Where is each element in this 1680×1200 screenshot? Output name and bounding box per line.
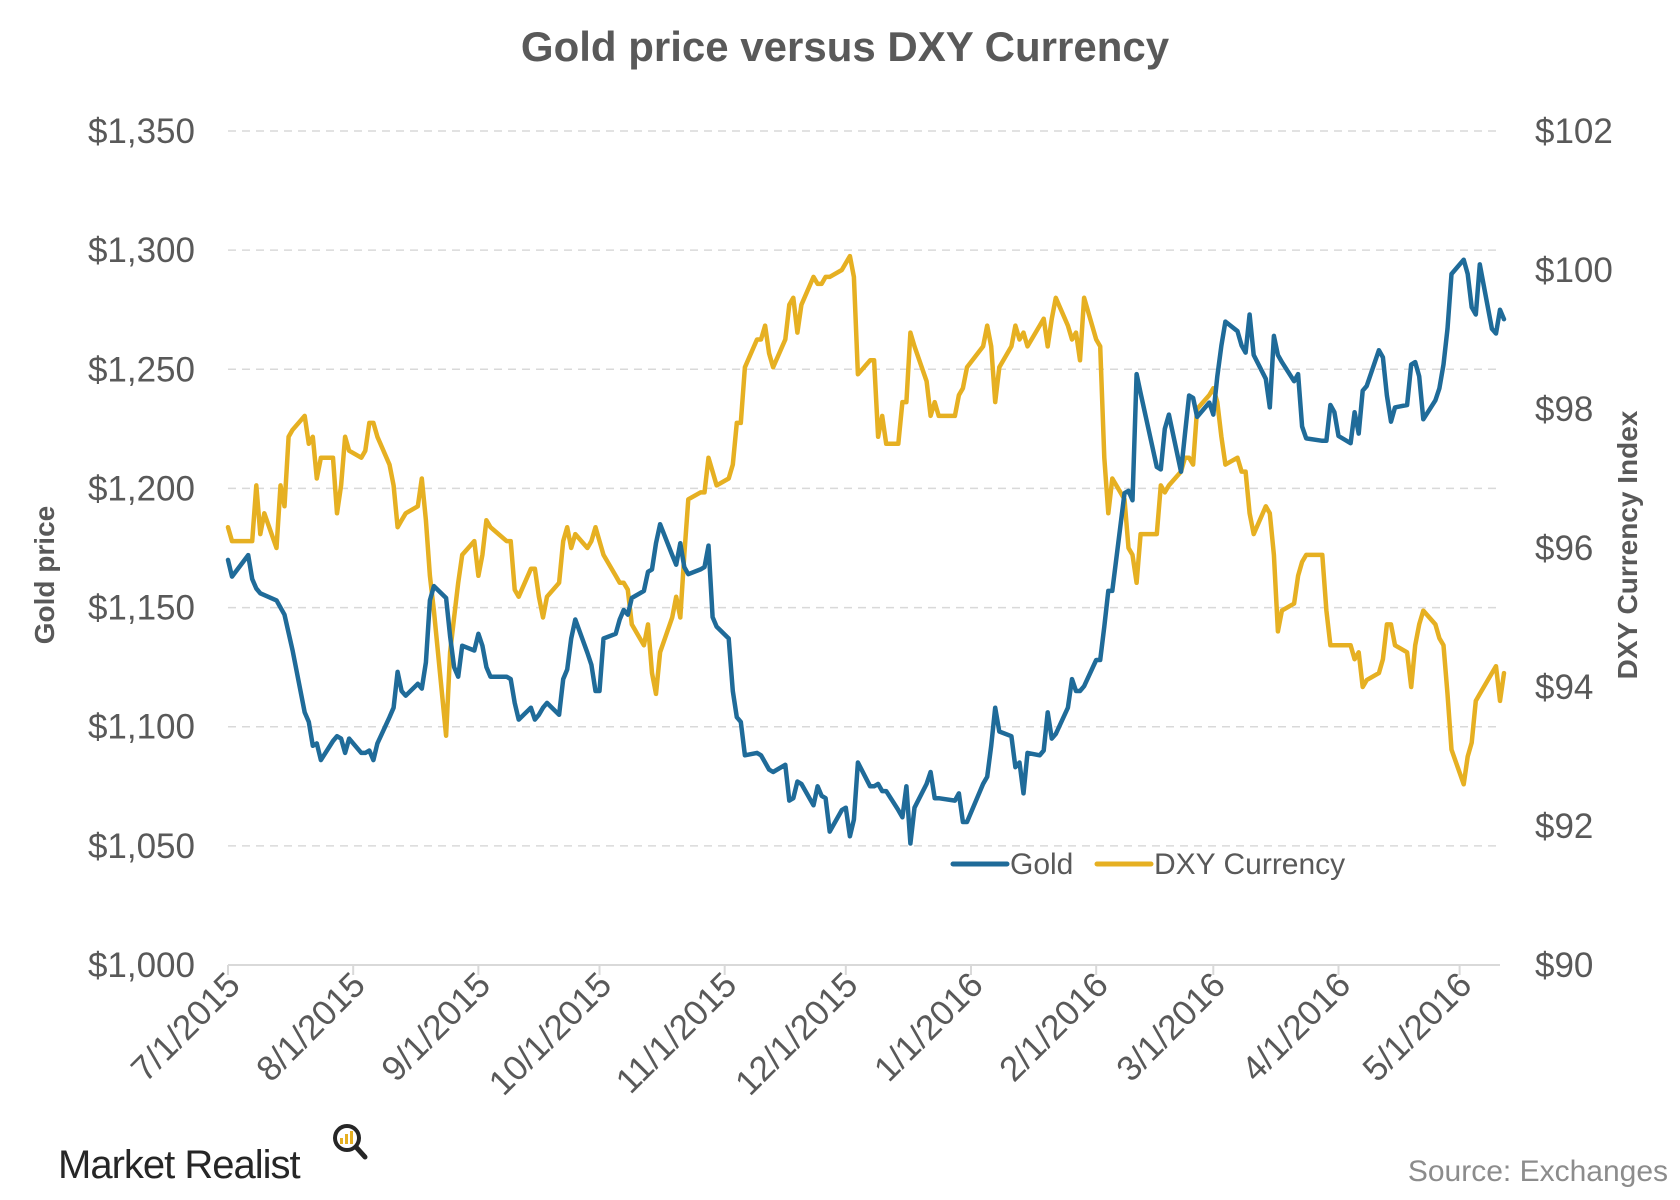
series-lines xyxy=(225,253,1507,846)
magnifier-icon xyxy=(333,1124,368,1160)
x-tick-label: 12/1/2015 xyxy=(728,965,866,1103)
logo-text: Market Realist xyxy=(58,1143,301,1187)
y-tick-label: $1,100 xyxy=(88,708,195,747)
x-tick-label: 3/1/2016 xyxy=(1109,965,1233,1089)
y-tick-label: $1,050 xyxy=(88,827,195,866)
x-tick-label: 9/1/2015 xyxy=(374,965,498,1089)
y-tick-label: $1,250 xyxy=(88,350,195,389)
y2-tick-label: $102 xyxy=(1535,112,1613,151)
right-y-axis-ticks: $90 $92 $94 $96 $98 $100 $102 xyxy=(1535,112,1613,985)
y-tick-label: $1,000 xyxy=(88,946,195,985)
y2-tick-label: $90 xyxy=(1535,946,1593,985)
x-tick-label: 1/1/2016 xyxy=(867,965,991,1089)
x-axis-ticks: 7/1/2015 8/1/2015 9/1/201510/1/201511/1/20… xyxy=(124,965,1479,1103)
y-tick-label: $1,150 xyxy=(88,589,195,628)
y-tick-label: $1,200 xyxy=(88,469,195,508)
legend-label-dxy: DXY Currency xyxy=(1154,848,1345,881)
x-tick-label: 11/1/2015 xyxy=(609,965,745,1101)
y-tick-label: $1,350 xyxy=(88,112,195,151)
y-tick-label: $1,300 xyxy=(88,231,195,270)
source-note: Source: Exchanges xyxy=(1408,1155,1668,1188)
x-tick-label: 2/1/2016 xyxy=(992,965,1116,1089)
left-y-axis-label: Gold price xyxy=(29,506,60,644)
x-tick-label: 4/1/2016 xyxy=(1234,965,1358,1089)
x-tick-label: 8/1/2015 xyxy=(249,965,373,1089)
x-tick-label: 5/1/2016 xyxy=(1355,965,1479,1089)
legend: Gold DXY Currency xyxy=(950,848,1345,881)
chart-title: Gold price versus DXY Currency xyxy=(521,23,1170,70)
legend-label-gold: Gold xyxy=(1010,848,1073,881)
y2-tick-label: $100 xyxy=(1535,251,1613,290)
y2-tick-label: $98 xyxy=(1535,390,1593,429)
y2-tick-label: $92 xyxy=(1535,807,1593,846)
x-tick-label: 10/1/2015 xyxy=(481,965,619,1103)
left-y-axis-ticks: $1,000 $1,050 $1,100 $1,150 $1,200 $1,250 $1,3… xyxy=(88,112,195,985)
y2-tick-label: $96 xyxy=(1535,529,1593,568)
y2-tick-label: $94 xyxy=(1535,668,1593,707)
right-y-axis-label: DXY Currency Index xyxy=(1612,410,1643,679)
series-line-dxy xyxy=(225,253,1507,787)
series-line-gold xyxy=(225,257,1507,846)
grid-lines xyxy=(228,130,1500,966)
